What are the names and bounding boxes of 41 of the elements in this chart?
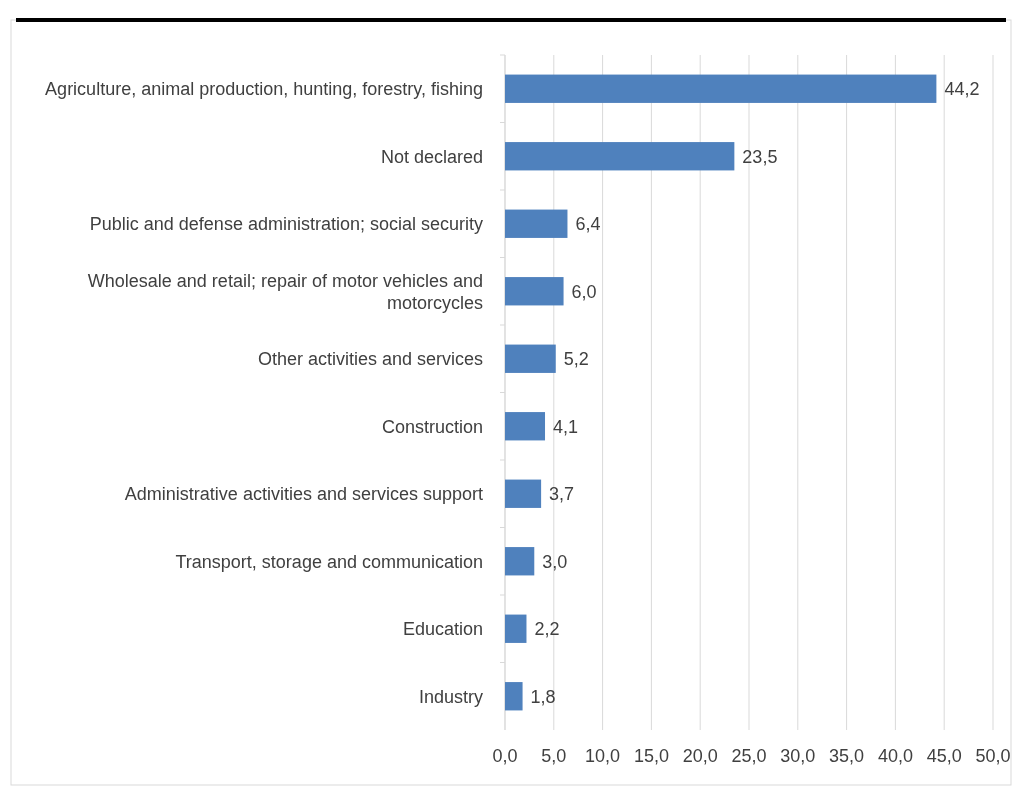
x-tick-label: 35,0	[829, 746, 865, 767]
data-label: 23,5	[742, 146, 778, 167]
y-tick-label: Wholesale and retail; repair of motor vehicles and motorcycles	[87, 270, 483, 313]
data-label: 5,2	[563, 349, 589, 370]
x-tick-label: 20,0	[682, 746, 718, 767]
y-tick-label: Transport, storage and communication	[175, 551, 483, 572]
bar	[505, 479, 542, 508]
data-label: 3,7	[549, 484, 575, 505]
y-tick-label: Industry	[418, 686, 483, 707]
bar	[505, 412, 546, 441]
bar	[505, 209, 568, 238]
bar	[505, 142, 735, 171]
bar	[505, 682, 523, 711]
x-tick-label: 15,0	[633, 746, 669, 767]
data-label: 4,1	[553, 416, 579, 437]
data-label: 3,0	[542, 551, 568, 572]
y-tick-label: Construction	[381, 416, 483, 437]
x-tick-label: 30,0	[780, 746, 816, 767]
bar	[505, 547, 535, 576]
data-label: 6,4	[575, 214, 601, 235]
data-label: 44,2	[944, 79, 980, 100]
bar	[505, 277, 564, 306]
data-label: 1,8	[530, 686, 556, 707]
x-tick-label: 0,0	[492, 746, 518, 767]
bar	[505, 74, 937, 103]
data-label: 6,0	[571, 281, 597, 302]
data-label: 2,2	[534, 619, 560, 640]
y-tick-label: Agriculture, animal production, hunting, forestry, fishing	[45, 79, 483, 100]
y-tick-label: Not declared	[380, 146, 483, 167]
y-tick-label: Education	[402, 619, 483, 640]
y-tick-label: Other activities and services	[257, 349, 483, 370]
x-tick-label: 40,0	[877, 746, 913, 767]
x-tick-label: 25,0	[731, 746, 767, 767]
x-tick-label: 45,0	[926, 746, 962, 767]
y-tick-label: Public and defense administration; social security	[89, 214, 483, 235]
x-tick-label: 5,0	[541, 746, 567, 767]
bar	[505, 614, 527, 643]
y-tick-label: Administrative activities and services support	[124, 484, 483, 505]
x-tick-label: 50,0	[975, 746, 1011, 767]
bar	[505, 344, 556, 373]
x-tick-label: 10,0	[585, 746, 621, 767]
